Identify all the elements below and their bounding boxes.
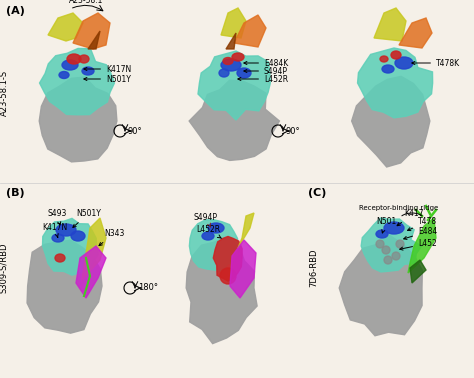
Ellipse shape bbox=[380, 56, 388, 62]
Text: 7D6-RBD: 7D6-RBD bbox=[310, 249, 319, 287]
Polygon shape bbox=[234, 15, 266, 47]
Text: S309-S/RBD: S309-S/RBD bbox=[0, 243, 9, 293]
Text: A23-58.1-S: A23-58.1-S bbox=[0, 70, 9, 116]
Text: Receptor-binding ridge: Receptor-binding ridge bbox=[359, 205, 438, 211]
Ellipse shape bbox=[62, 60, 78, 70]
Polygon shape bbox=[198, 51, 270, 120]
Polygon shape bbox=[73, 13, 110, 49]
Ellipse shape bbox=[391, 51, 401, 59]
Polygon shape bbox=[410, 260, 426, 283]
Ellipse shape bbox=[384, 222, 404, 234]
Ellipse shape bbox=[384, 256, 392, 264]
Polygon shape bbox=[39, 77, 117, 162]
Polygon shape bbox=[189, 80, 280, 160]
Text: T478: T478 bbox=[408, 217, 437, 231]
Polygon shape bbox=[221, 8, 246, 38]
Ellipse shape bbox=[237, 68, 251, 78]
Polygon shape bbox=[357, 48, 433, 118]
Polygon shape bbox=[48, 13, 83, 41]
Ellipse shape bbox=[208, 223, 224, 233]
Ellipse shape bbox=[376, 240, 384, 248]
Text: L452R: L452R bbox=[238, 74, 288, 84]
Ellipse shape bbox=[232, 53, 244, 61]
Text: (C): (C) bbox=[308, 188, 327, 198]
Text: L452: L452 bbox=[400, 239, 437, 250]
Ellipse shape bbox=[221, 59, 241, 71]
Polygon shape bbox=[352, 76, 430, 167]
Text: 180°: 180° bbox=[138, 284, 158, 293]
Text: N501Y: N501Y bbox=[84, 74, 131, 84]
Polygon shape bbox=[399, 18, 432, 48]
Ellipse shape bbox=[220, 268, 236, 284]
Ellipse shape bbox=[382, 65, 394, 73]
Ellipse shape bbox=[67, 54, 81, 64]
Polygon shape bbox=[88, 31, 100, 49]
Text: S493: S493 bbox=[48, 209, 67, 225]
Polygon shape bbox=[361, 218, 421, 272]
Polygon shape bbox=[339, 235, 422, 336]
Polygon shape bbox=[374, 8, 406, 41]
Ellipse shape bbox=[223, 57, 233, 65]
Polygon shape bbox=[82, 218, 106, 280]
Polygon shape bbox=[76, 246, 106, 298]
Text: K417N: K417N bbox=[42, 223, 67, 237]
Ellipse shape bbox=[79, 55, 89, 63]
Text: T478K: T478K bbox=[412, 59, 460, 68]
Text: E484: E484 bbox=[404, 227, 437, 239]
Polygon shape bbox=[226, 33, 236, 49]
Ellipse shape bbox=[52, 234, 64, 242]
Polygon shape bbox=[39, 48, 115, 115]
Polygon shape bbox=[238, 213, 254, 248]
Text: N501Y: N501Y bbox=[73, 209, 101, 228]
Text: K417: K417 bbox=[397, 209, 423, 226]
Text: S494P: S494P bbox=[244, 67, 288, 76]
Text: S494P: S494P bbox=[194, 213, 218, 227]
Ellipse shape bbox=[392, 252, 400, 260]
Text: 90°: 90° bbox=[128, 127, 143, 135]
Text: A23-58.1: A23-58.1 bbox=[69, 0, 103, 5]
Text: E484K: E484K bbox=[244, 59, 288, 68]
Ellipse shape bbox=[396, 240, 404, 248]
Ellipse shape bbox=[382, 246, 390, 254]
Ellipse shape bbox=[55, 254, 65, 262]
Polygon shape bbox=[408, 218, 436, 273]
Text: (B): (B) bbox=[6, 188, 25, 198]
Ellipse shape bbox=[71, 231, 85, 241]
Text: L452R: L452R bbox=[196, 225, 221, 238]
Text: N501: N501 bbox=[376, 217, 396, 233]
Ellipse shape bbox=[219, 69, 229, 77]
Ellipse shape bbox=[395, 57, 413, 69]
Text: N343: N343 bbox=[99, 229, 124, 246]
Polygon shape bbox=[186, 237, 257, 344]
Text: (A): (A) bbox=[6, 6, 25, 16]
Polygon shape bbox=[27, 240, 102, 333]
Ellipse shape bbox=[82, 67, 94, 75]
Ellipse shape bbox=[202, 232, 214, 240]
Ellipse shape bbox=[56, 224, 76, 236]
Ellipse shape bbox=[59, 71, 69, 79]
Text: 90°: 90° bbox=[286, 127, 301, 135]
Polygon shape bbox=[43, 218, 98, 275]
Polygon shape bbox=[230, 240, 256, 298]
Polygon shape bbox=[190, 220, 239, 271]
Polygon shape bbox=[213, 237, 242, 281]
Ellipse shape bbox=[376, 230, 388, 238]
Text: K417N: K417N bbox=[84, 65, 131, 73]
